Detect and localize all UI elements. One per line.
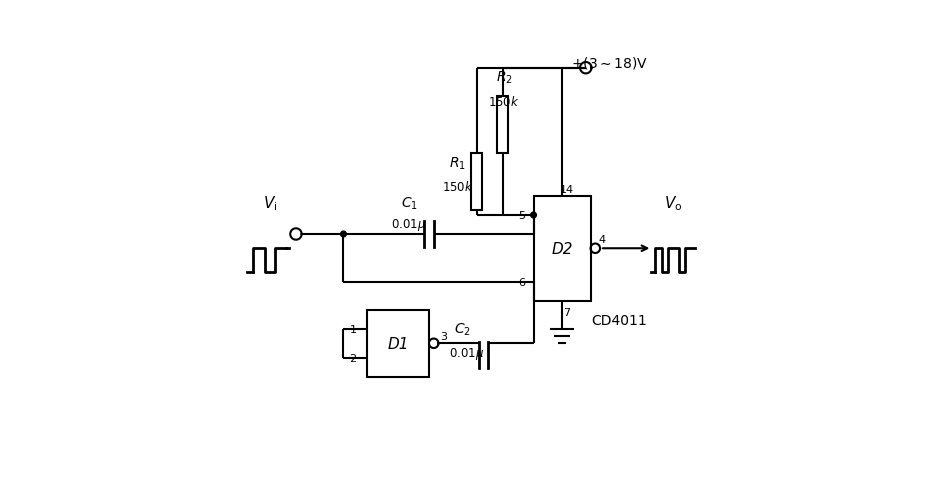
Text: 5: 5 xyxy=(518,210,525,221)
Text: D2: D2 xyxy=(550,241,572,256)
Text: D1: D1 xyxy=(387,336,408,351)
Text: $0.01\mu$: $0.01\mu$ xyxy=(449,345,484,361)
Text: 3: 3 xyxy=(439,331,446,342)
Text: $150k$: $150k$ xyxy=(487,95,520,109)
Bar xyxy=(471,154,481,211)
Text: CD4011: CD4011 xyxy=(590,313,646,327)
Text: $C_2$: $C_2$ xyxy=(453,321,470,338)
Text: $+(3{\sim}18)\mathrm{V}$: $+(3{\sim}18)\mathrm{V}$ xyxy=(570,55,647,71)
Text: 14: 14 xyxy=(559,184,573,194)
Text: $V_{\mathrm{i}}$: $V_{\mathrm{i}}$ xyxy=(263,194,277,213)
Text: $R_1$: $R_1$ xyxy=(448,155,466,172)
Text: 1: 1 xyxy=(349,324,356,334)
Polygon shape xyxy=(530,213,536,219)
Text: 6: 6 xyxy=(518,277,525,287)
Bar xyxy=(367,310,428,377)
Text: 2: 2 xyxy=(349,353,356,363)
Text: $0.01\mu$: $0.01\mu$ xyxy=(391,217,426,233)
Bar xyxy=(533,197,590,301)
Text: $R_2$: $R_2$ xyxy=(495,70,512,86)
Text: 4: 4 xyxy=(598,234,605,244)
Polygon shape xyxy=(340,232,346,237)
Text: $V_{\mathrm{o}}$: $V_{\mathrm{o}}$ xyxy=(664,194,683,213)
Bar xyxy=(497,97,507,154)
Text: $C_1$: $C_1$ xyxy=(400,196,417,212)
Text: $150k$: $150k$ xyxy=(441,180,473,194)
Text: 7: 7 xyxy=(563,308,569,318)
